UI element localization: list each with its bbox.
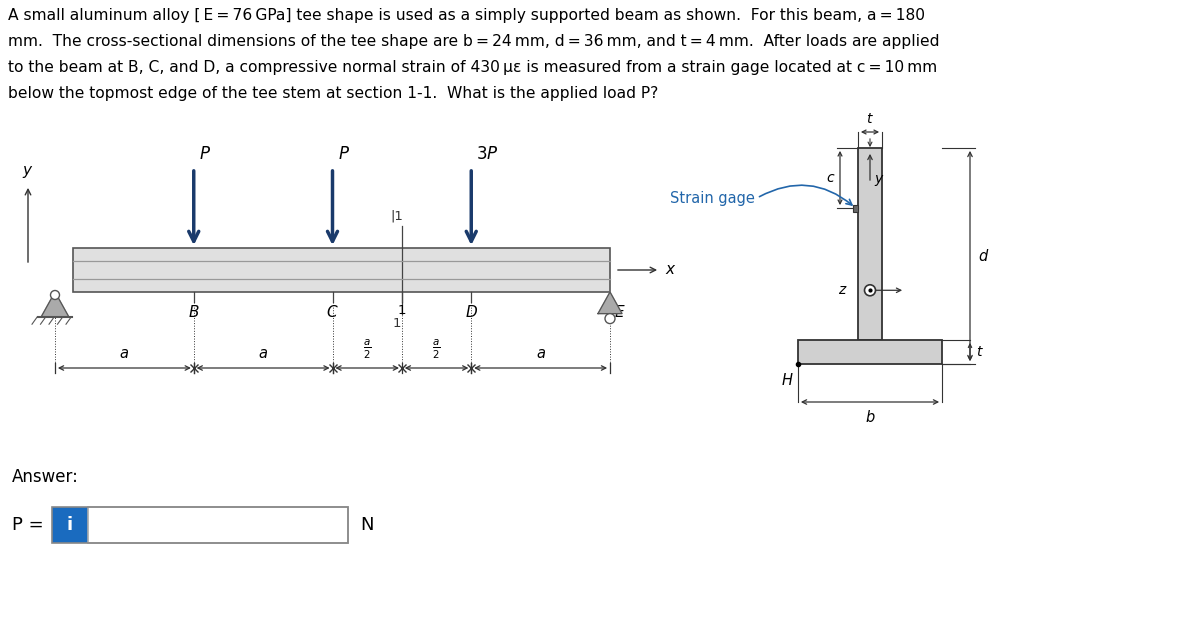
Bar xyxy=(88,507,348,543)
Text: mm.  The cross-sectional dimensions of the tee shape are b = 24 mm, d = 36 mm, a: mm. The cross-sectional dimensions of th… xyxy=(8,34,940,49)
Circle shape xyxy=(864,285,876,296)
Text: N: N xyxy=(360,516,373,534)
Text: $d$: $d$ xyxy=(978,248,989,264)
Text: $\frac{a}{2}$: $\frac{a}{2}$ xyxy=(432,338,440,361)
Text: $E$: $E$ xyxy=(614,304,625,320)
Text: Strain gage: Strain gage xyxy=(670,191,755,205)
Bar xyxy=(798,340,942,364)
Text: $y$: $y$ xyxy=(874,172,884,188)
Text: $D$: $D$ xyxy=(464,304,478,320)
Text: $3P$: $3P$ xyxy=(476,145,499,163)
Text: 1: 1 xyxy=(392,317,401,330)
Text: $y$: $y$ xyxy=(23,164,34,180)
Text: $C$: $C$ xyxy=(326,304,338,320)
Text: $P$: $P$ xyxy=(337,145,349,163)
Circle shape xyxy=(605,314,616,324)
Bar xyxy=(853,205,858,212)
Text: below the topmost edge of the tee stem at section 1-1.  What is the applied load: below the topmost edge of the tee stem a… xyxy=(8,86,659,101)
Text: |1: |1 xyxy=(390,210,403,223)
Text: A small aluminum alloy [ E = 76 GPa] tee shape is used as a simply supported bea: A small aluminum alloy [ E = 76 GPa] tee… xyxy=(8,8,925,23)
Text: $c$: $c$ xyxy=(826,171,835,185)
Circle shape xyxy=(50,291,60,300)
Text: 1: 1 xyxy=(397,304,406,317)
Text: $t$: $t$ xyxy=(976,345,984,359)
Bar xyxy=(52,507,88,543)
Text: $t$: $t$ xyxy=(866,112,874,126)
Text: $a$: $a$ xyxy=(535,346,546,361)
Bar xyxy=(52,507,348,543)
Bar xyxy=(73,248,610,292)
Text: $B$: $B$ xyxy=(188,304,199,320)
Text: P =: P = xyxy=(12,516,43,534)
Text: $\frac{a}{2}$: $\frac{a}{2}$ xyxy=(362,338,372,361)
Text: $H$: $H$ xyxy=(781,372,794,388)
Text: $x$: $x$ xyxy=(665,263,677,277)
Text: $a$: $a$ xyxy=(119,346,130,361)
Text: to the beam at B, C, and D, a compressive normal strain of 430 με is measured fr: to the beam at B, C, and D, a compressiv… xyxy=(8,60,937,75)
Polygon shape xyxy=(41,292,70,317)
Text: $P$: $P$ xyxy=(199,145,211,163)
Text: $z$: $z$ xyxy=(839,283,848,297)
Bar xyxy=(858,148,882,340)
Text: i: i xyxy=(67,516,73,534)
Text: $b$: $b$ xyxy=(865,409,875,425)
Text: $A$: $A$ xyxy=(49,304,61,320)
Text: $a$: $a$ xyxy=(258,346,268,361)
Text: Answer:: Answer: xyxy=(12,468,79,486)
Polygon shape xyxy=(598,292,622,314)
